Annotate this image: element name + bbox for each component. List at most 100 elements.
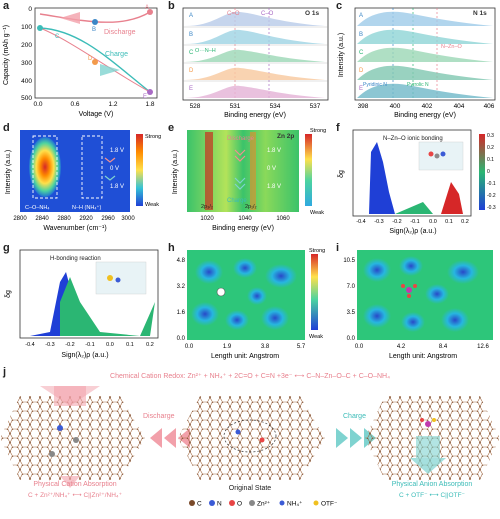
xtick: 0.2 (461, 219, 469, 225)
row-C: C (189, 50, 194, 56)
xtick: -0.1 (410, 219, 419, 225)
xtick: 1.8 (145, 101, 154, 108)
cb-tick: 0.2 (487, 145, 494, 151)
legend-otf: OTF⁻ (321, 501, 338, 508)
panel-d-plot: 1.8 V 0 V 1.8 V C–O–NH₄ N–H (NH₄⁺) Stron… (5, 130, 161, 232)
xtick: -0.3 (45, 342, 54, 348)
xtick: -0.3 (374, 219, 383, 225)
point-C: C (55, 34, 60, 40)
xtick: -0.1 (85, 342, 94, 348)
ytick: 10.5 (343, 258, 355, 264)
y-axis-label: δg (338, 170, 345, 178)
row-A: A (189, 13, 193, 19)
panel-b-plot: A B C D E C=O C–O O···N–H O 1s 528 531 5… (182, 7, 329, 119)
panel-label-e: e (168, 122, 175, 134)
xtick: 2800 (13, 216, 27, 222)
ytick: 100 (21, 24, 32, 31)
panel-c-title: N 1s (473, 10, 487, 17)
x-axis-label: Sign(λ₂)ρ (a.u.) (389, 228, 436, 235)
panel-g: g H-bonding reaction -0.4 -0.3 -0.2 -0.1… (0, 242, 165, 364)
xtick: 528 (190, 103, 201, 110)
discharge-label: Discharge (143, 413, 175, 420)
xtick: 404 (454, 103, 465, 110)
volt-bottom: 1.8 V (267, 184, 281, 190)
x-axis-label: Wavenumber (cm⁻¹) (43, 225, 106, 232)
legend: C N O Zn²⁺ NH₄⁺ OTF⁻ (189, 500, 338, 508)
xtick: 2880 (57, 216, 71, 222)
row-C: C (359, 50, 364, 56)
xtick: 537 (310, 103, 321, 110)
y-axis-label: Capacity (mAh g⁻¹) (3, 25, 10, 85)
row-E: E (189, 86, 193, 92)
panel-g-plot: H-bonding reaction -0.4 -0.3 -0.2 -0.1 0… (5, 249, 159, 359)
xtick: 1.9 (223, 344, 232, 350)
discharge-label: Discharge (104, 29, 136, 36)
y-axis-label: Intensity (a.u.) (5, 150, 12, 194)
y-axis-label: Intensity (a.u.) (338, 33, 345, 77)
anion-equation: C + OTF⁻ ⟷ C||OTF⁻ (399, 492, 466, 499)
x-axis-label: Length unit: Angstrom (389, 353, 457, 360)
panel-j: j Chemical Cation Redox: Zn²⁺ + NH₄⁺ + 2… (0, 366, 500, 514)
panel-e-title: Zn 2p (277, 133, 294, 140)
panel-label-c: c (336, 0, 343, 12)
row-A: A (359, 13, 363, 19)
row-D: D (359, 68, 364, 74)
xtick: 3.8 (261, 344, 270, 350)
panel-label-j: j (3, 366, 7, 378)
ytick: 4.8 (177, 258, 186, 264)
legend-zn: Zn²⁺ (257, 501, 271, 508)
panel-c-plot: A B C D E N 1s N–Zn–O Pyridinic N Pyrrol… (338, 7, 496, 119)
xtick: 2840 (35, 216, 49, 222)
xtick: 8.4 (439, 344, 448, 350)
x-axis-label: Binding energy (eV) (224, 112, 286, 119)
chemical-cation-redox: Chemical Cation Redox: Zn²⁺ + NH₄⁺ + 2C=… (110, 373, 390, 380)
panel-b-title: O 1s (305, 10, 319, 17)
cb-tick: 0.1 (487, 157, 494, 163)
cb-tick: 0 (487, 169, 490, 175)
xtick: 0.0 (106, 342, 114, 348)
panel-h-plot: Strong Weak 4.8 3.2 1.6 0.0 0.0 1.9 3.8 … (177, 248, 326, 360)
cb-strong: Strong (145, 134, 161, 140)
ann-pyridinic: Pyridinic N (363, 82, 387, 88)
y-axis-label: δg (5, 290, 12, 298)
xtick: 0.0 (185, 344, 194, 350)
ytick: 200 (21, 42, 32, 49)
xtick: -0.2 (65, 342, 74, 348)
x-axis-label: Length unit: Angstrom (211, 353, 279, 360)
panel-i-plot: 10.5 7.0 3.5 0.0 0.0 4.2 8.4 12.6 Length… (343, 250, 493, 360)
panel-e-plot: Discharge Charge 1.8 V 0 V 1.8 V Zn 2p 2… (172, 128, 326, 232)
ann-c-o-double: C=O (227, 11, 240, 17)
cb-weak: Weak (309, 334, 323, 340)
xtick: 4.2 (397, 344, 406, 350)
xtick: 2920 (79, 216, 93, 222)
panel-a: a Discharge Charge A B C D E 0 100 200 3… (0, 0, 165, 120)
colorbar-ticks: 0.3 0.2 0.1 0 -0.1 -0.2 -0.3 (487, 133, 496, 211)
ann-n-h: N–H (NH₄⁺) (72, 204, 101, 211)
charge-label: Charge (227, 198, 247, 204)
xtick: 0.2 (146, 342, 154, 348)
volt-mid: 0 V (110, 166, 119, 172)
xtick: -0.2 (392, 219, 401, 225)
xtick: 531 (230, 103, 241, 110)
ytick: 0.0 (177, 336, 186, 342)
point-A: A (145, 5, 149, 11)
x-axis-label: Binding energy (eV) (212, 225, 274, 232)
volt-top: 1.8 V (267, 148, 281, 154)
volt-mid: 0 V (267, 166, 276, 172)
panel-h: h Strong Weak (165, 242, 333, 364)
volt-top: 1.8 V (110, 148, 124, 154)
volt-bottom: 1.8 V (110, 184, 124, 190)
cb-strong: Strong (309, 248, 325, 254)
point-B: B (92, 27, 96, 33)
panel-label-b: b (168, 0, 175, 12)
panel-e: e Discharge Charge 1.8 V 0 (165, 122, 333, 240)
xtick: 5.7 (297, 344, 306, 350)
ann-2p32: 2p₃/₂ (201, 204, 213, 210)
panel-j-scheme: Chemical Cation Redox: Zn²⁺ + NH₄⁺ + 2C=… (0, 373, 500, 508)
panel-label-h: h (168, 242, 175, 254)
xtick: 400 (390, 103, 401, 110)
panel-label-i: i (336, 242, 340, 254)
ytick: 0.0 (347, 336, 356, 342)
panel-i: i 10.5 7.0 3.5 0.0 0.0 4.2 8.4 12.6 Leng… (333, 242, 500, 364)
row-B: B (359, 32, 363, 38)
